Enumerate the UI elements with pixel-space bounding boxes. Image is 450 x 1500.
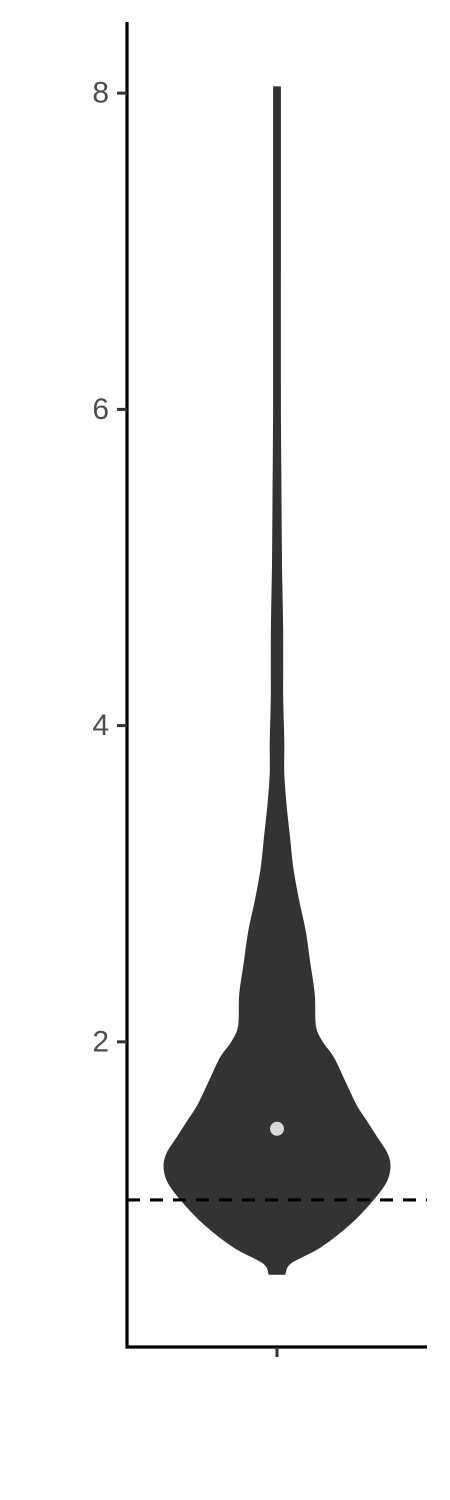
y-tick-label: 2 — [92, 1025, 109, 1058]
violin-shape — [163, 86, 391, 1275]
marks-layer — [127, 86, 427, 1275]
y-tick-label: 6 — [92, 393, 109, 426]
y-tick-label: 4 — [92, 709, 109, 742]
axes-layer: 2 4 6 8 — [92, 22, 427, 1357]
y-tick-label: 8 — [92, 77, 109, 110]
violin-point — [270, 1121, 284, 1136]
